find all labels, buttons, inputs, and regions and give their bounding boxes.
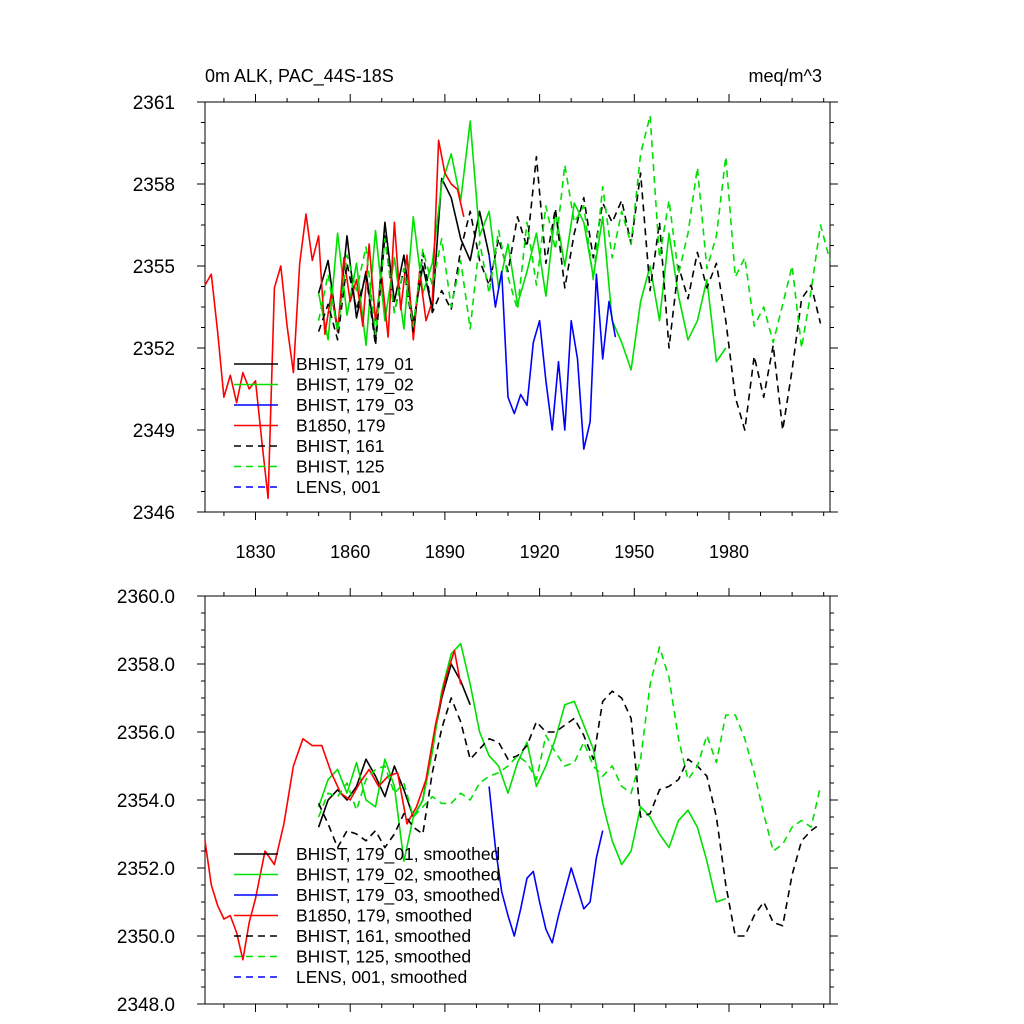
legend-label: BHIST, 161 (296, 436, 385, 456)
legend-label: BHIST, 161, smoothed (296, 926, 471, 946)
y-tick-label: 2349 (133, 421, 175, 442)
y-tick-label: 2356.0 (117, 723, 175, 744)
legend-label: BHIST, 179_01 (296, 354, 414, 375)
legend-label: BHIST, 125, smoothed (296, 947, 471, 967)
legend-label: BHIST, 179_03, smoothed (296, 885, 500, 906)
series-line-1 (317, 663, 471, 828)
legend-label: LENS, 001 (296, 477, 381, 497)
x-tick-label: 1860 (330, 542, 370, 562)
x-tick-label: 1950 (614, 542, 654, 562)
y-tick-label: 2354.0 (117, 791, 175, 812)
series-line-5 (317, 690, 821, 937)
series-line-5 (317, 155, 822, 431)
legend-label: BHIST, 179_02 (296, 375, 414, 396)
x-tick-label: 1920 (520, 542, 560, 562)
units-label: meq/m^3 (749, 66, 822, 86)
y-tick-label: 2358.0 (117, 655, 175, 676)
chart-title: 0m ALK, PAC_44S-18S (205, 66, 394, 87)
y-tick-label: 2361 (133, 93, 175, 114)
series-line-6 (317, 646, 822, 852)
legend-label: BHIST, 179_01, smoothed (296, 844, 500, 865)
x-tick-label: 1980 (709, 542, 749, 562)
y-tick-label: 2352 (133, 339, 175, 360)
y-tick-label: 2352.0 (117, 859, 175, 880)
y-tick-label: 2350.0 (117, 927, 175, 948)
legend-label: BHIST, 179_02, smoothed (296, 865, 500, 886)
legend-label: BHIST, 125 (296, 457, 385, 477)
y-tick-label: 2355 (133, 257, 175, 278)
y-tick-label: 2360.0 (117, 587, 175, 608)
chart-panel-1: 1830 1860 1890 1920 1950 1980 2346 2349 2352 2355… (133, 66, 838, 562)
y-tick-label: 2358 (133, 175, 175, 196)
series-line-6 (317, 114, 831, 349)
series-line-2 (317, 120, 727, 371)
series-line-2 (317, 642, 727, 903)
series-line-3 (488, 786, 604, 944)
legend-label: B1850, 179, smoothed (296, 906, 472, 926)
series-line-4 (204, 649, 462, 961)
legend-label: B1850, 179 (296, 416, 386, 436)
x-tick-label: 1890 (425, 542, 465, 562)
chart-panel-2: 2348.0 2350.0 2352.0 2354.0 2356.0 2358.0 2360… (117, 587, 838, 1016)
y-tick-label: 2348.0 (117, 995, 175, 1016)
legend-label: BHIST, 179_03 (296, 395, 414, 416)
series-line-3 (488, 255, 617, 450)
y-tick-label: 2346 (133, 503, 175, 524)
x-tick-label: 1830 (235, 542, 275, 562)
series-line-1 (317, 177, 490, 341)
legend-label: LENS, 001, smoothed (296, 967, 467, 987)
